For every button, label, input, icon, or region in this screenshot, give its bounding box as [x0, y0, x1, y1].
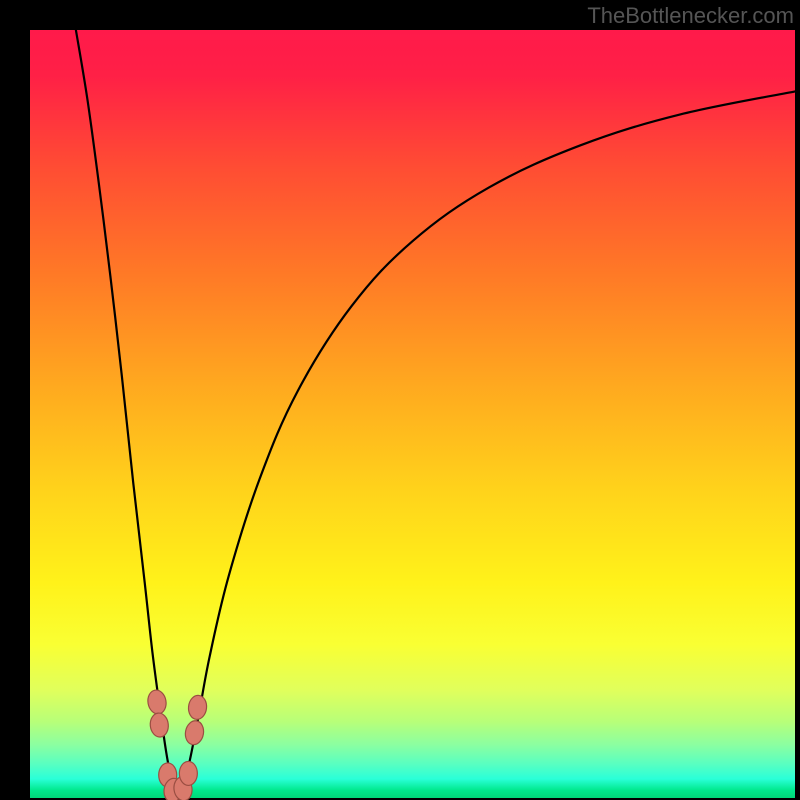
valley-marker — [179, 761, 197, 785]
chart-frame: TheBottlenecker.com — [0, 0, 800, 800]
gradient-background — [30, 30, 795, 798]
watermark-text: TheBottlenecker.com — [587, 3, 794, 29]
bottleneck-chart-svg — [0, 0, 800, 800]
